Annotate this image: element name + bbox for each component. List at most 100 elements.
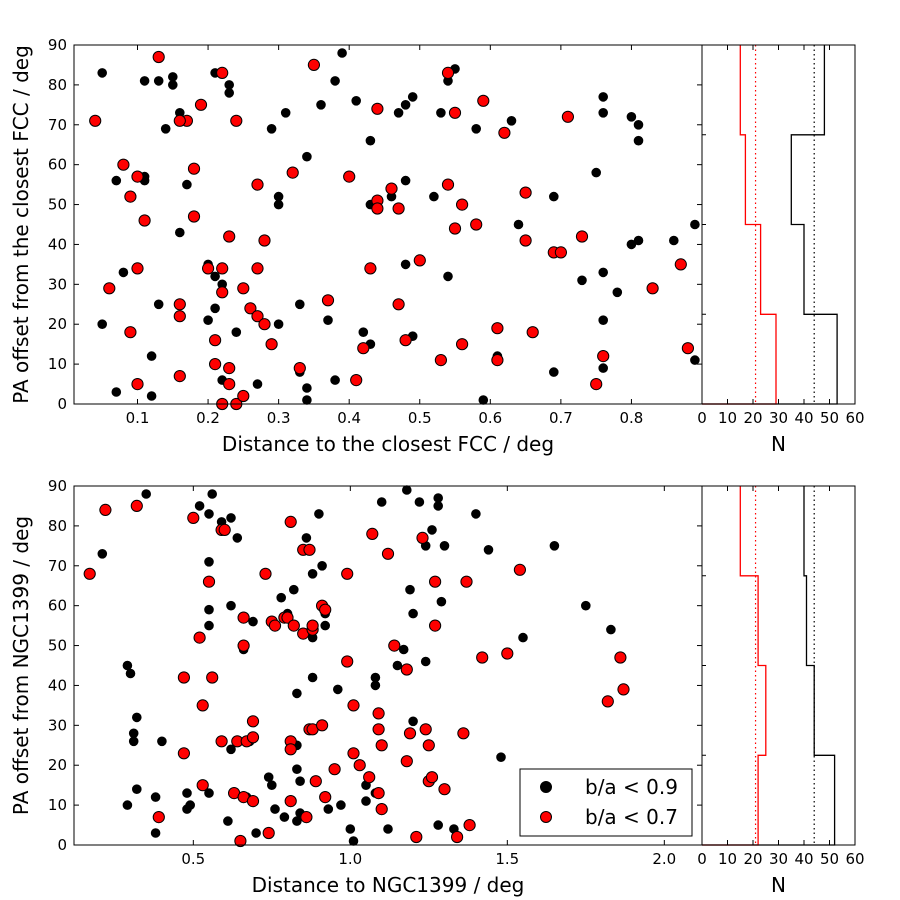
point-ba07-61 <box>400 755 413 768</box>
x-tick-label: 0.5 <box>408 409 432 427</box>
point-ba07-40 <box>173 310 186 323</box>
x-tick-label: 0.2 <box>196 409 220 427</box>
point-ba09-71 <box>150 828 161 838</box>
point-ba07-41 <box>177 747 190 760</box>
point-ba07-30 <box>470 218 483 231</box>
point-ba07-5 <box>218 523 231 537</box>
point-ba09-83 <box>323 804 334 814</box>
x-tick-label: 1.5 <box>495 850 519 868</box>
point-ba07-64 <box>422 739 435 752</box>
x-tick-label: 0.7 <box>549 409 573 427</box>
point-ba07-62 <box>526 326 539 339</box>
point-ba09-47 <box>669 235 679 246</box>
point-ba09-45 <box>626 239 637 250</box>
point-ba09-69 <box>598 315 609 326</box>
y-tick-label: 30 <box>48 716 67 734</box>
point-ba09-17 <box>433 493 444 503</box>
point-ba07-33 <box>400 663 413 676</box>
point-ba09-1 <box>141 489 151 499</box>
legend: b/a < 0.9 b/a < 0.7 <box>519 768 693 837</box>
point-ba09-14 <box>337 48 347 58</box>
point-ba07-66 <box>425 771 439 784</box>
point-ba07-59 <box>456 338 469 351</box>
point-ba07-29 <box>306 619 319 632</box>
point-ba07-14 <box>416 531 429 545</box>
point-ba07-34 <box>429 619 442 632</box>
point-ba09-25 <box>204 620 214 631</box>
point-ba07-84 <box>451 830 464 844</box>
point-ba07-35 <box>476 651 489 664</box>
point-ba09-81 <box>302 395 312 405</box>
point-ba07-40 <box>177 671 190 684</box>
x-tick-label: 0.6 <box>478 409 502 427</box>
x-tick-label: 40 <box>794 409 813 427</box>
point-ba07-3 <box>187 511 200 525</box>
point-ba07-75 <box>237 389 250 403</box>
point-ba09-33 <box>320 620 331 631</box>
point-ba07-7 <box>284 515 297 529</box>
point-ba07-13 <box>381 547 395 560</box>
y-axis-label: PA offset from NGC1399 / deg <box>9 516 33 815</box>
point-ba07-63 <box>419 723 432 736</box>
point-ba09-20 <box>439 541 450 551</box>
point-ba07-50 <box>284 743 297 756</box>
y-tick-label: 50 <box>48 196 67 214</box>
point-ba09-4 <box>168 72 178 82</box>
y-tick-label: 10 <box>48 796 67 814</box>
y-tick-label: 80 <box>48 76 67 94</box>
x-tick-label: 20 <box>743 850 762 868</box>
point-ba09-8 <box>204 557 214 567</box>
point-ba09-88 <box>383 824 393 834</box>
x-tick-label: 30 <box>769 850 788 868</box>
point-ba07-56 <box>399 334 412 347</box>
point-ba07-57 <box>363 771 376 784</box>
point-ba07-32 <box>519 234 532 247</box>
point-ba07-8 <box>371 102 384 115</box>
point-ba09-58 <box>267 780 277 791</box>
point-ba07-56 <box>347 699 360 712</box>
point-ba09-47 <box>606 624 616 635</box>
point-ba09-0 <box>97 68 107 78</box>
point-ba09-23 <box>549 541 560 551</box>
point-ba07-67 <box>131 378 144 391</box>
point-ba07-30 <box>319 603 332 616</box>
point-ba07-1 <box>152 50 165 64</box>
x-tick-label: 40 <box>794 850 813 868</box>
y-tick-label: 30 <box>48 275 67 293</box>
point-ba09-81 <box>292 816 302 826</box>
legend-marker-black <box>540 781 552 793</box>
point-ba09-53 <box>157 736 167 747</box>
point-ba07-42 <box>216 262 229 275</box>
point-ba07-80 <box>372 787 385 800</box>
point-ba07-11 <box>341 567 354 580</box>
point-ba09-58 <box>330 375 340 385</box>
histogram-step-ba07 <box>702 45 777 405</box>
point-ba09-45 <box>518 632 528 643</box>
x-tick-label: 0.1 <box>126 409 150 427</box>
point-ba07-1 <box>99 503 112 516</box>
point-ba09-46 <box>581 600 591 611</box>
point-ba07-31 <box>341 655 354 668</box>
point-ba09-20 <box>436 108 446 118</box>
point-ba07-54 <box>328 763 341 776</box>
point-ba07-62 <box>403 727 417 740</box>
point-ba09-38 <box>370 680 381 691</box>
point-ba07-57 <box>413 254 426 267</box>
point-ba07-15 <box>429 575 442 588</box>
legend-box <box>519 768 693 837</box>
point-ba09-61 <box>295 776 305 787</box>
point-ba07-76 <box>293 362 306 375</box>
point-ba09-75 <box>146 351 157 361</box>
point-ba09-66 <box>408 716 418 727</box>
point-ba09-25 <box>598 92 609 102</box>
point-ba07-14 <box>117 158 130 171</box>
point-ba09-36 <box>333 684 343 695</box>
point-ba09-49 <box>125 668 136 679</box>
point-ba09-27 <box>626 112 637 122</box>
point-ba07-3 <box>173 114 186 127</box>
point-ba09-90 <box>433 820 444 830</box>
y-tick-label: 0 <box>57 395 67 413</box>
x-axis-label: Distance to NGC1399 / deg <box>252 873 525 897</box>
histogram-step-ba07 <box>702 486 767 846</box>
point-ba09-65 <box>549 367 559 377</box>
